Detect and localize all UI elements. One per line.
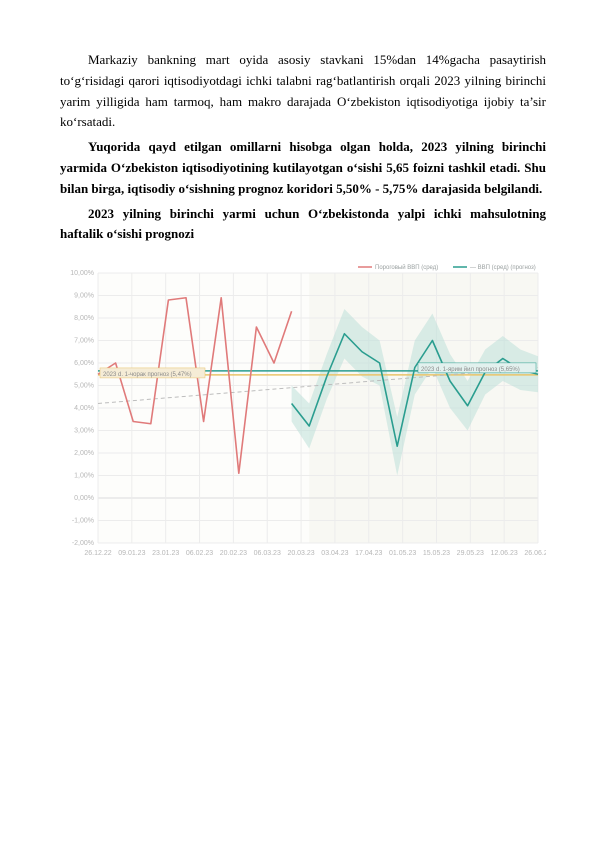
svg-text:10,00%: 10,00%	[70, 270, 94, 277]
svg-text:15.05.23: 15.05.23	[423, 550, 450, 557]
svg-text:06.03.23: 06.03.23	[254, 550, 281, 557]
svg-text:8,00%: 8,00%	[74, 315, 94, 322]
svg-text:— ВВП (сред) (прогноз): — ВВП (сред) (прогноз)	[470, 265, 536, 271]
svg-text:20.02.23: 20.02.23	[220, 550, 247, 557]
svg-text:06.02.23: 06.02.23	[186, 550, 213, 557]
svg-text:23.01.23: 23.01.23	[152, 550, 179, 557]
paragraph-2: Yuqorida qayd etilgan omillarni hisobga …	[60, 137, 546, 199]
svg-text:29.05.23: 29.05.23	[457, 550, 484, 557]
svg-text:Пороговый ВВП (сред): Пороговый ВВП (сред)	[375, 264, 438, 271]
svg-text:01.05.23: 01.05.23	[389, 550, 416, 557]
svg-text:2,00%: 2,00%	[74, 450, 94, 457]
svg-text:2023 d. 1-ярим йил прогноз (5,: 2023 d. 1-ярим йил прогноз (5,65%)	[421, 366, 520, 373]
svg-text:26.12.22: 26.12.22	[84, 550, 111, 557]
svg-text:-1,00%: -1,00%	[72, 518, 94, 525]
svg-text:26.06.23: 26.06.23	[524, 550, 546, 557]
paragraph-1: Markaziy bankning mart oyida asosiy stav…	[60, 50, 546, 133]
svg-text:12.06.23: 12.06.23	[491, 550, 518, 557]
svg-text:09.01.23: 09.01.23	[118, 550, 145, 557]
svg-text:03.04.23: 03.04.23	[321, 550, 348, 557]
svg-text:4,00%: 4,00%	[74, 405, 94, 412]
svg-text:6,00%: 6,00%	[74, 360, 94, 367]
svg-text:17.04.23: 17.04.23	[355, 550, 382, 557]
svg-text:2023 d. 1-чорак прогноз (5,47%: 2023 d. 1-чорак прогноз (5,47%)	[103, 372, 192, 378]
svg-text:7,00%: 7,00%	[74, 338, 94, 345]
paragraph-3-chart-title: 2023 yilning birinchi yarmi uchun O‘zbek…	[60, 204, 546, 246]
svg-text:5,00%: 5,00%	[74, 383, 94, 390]
svg-text:3,00%: 3,00%	[74, 428, 94, 435]
svg-text:20.03.23: 20.03.23	[287, 550, 314, 557]
svg-text:0,00%: 0,00%	[74, 495, 94, 502]
svg-text:-2,00%: -2,00%	[72, 540, 94, 547]
svg-text:9,00%: 9,00%	[74, 293, 94, 300]
gdp-forecast-chart: -2,00% -1,00% 0,00% 1,00% 2,00% 3,00% 4,00% 5,0…	[60, 253, 546, 573]
svg-text:1,00%: 1,00%	[74, 473, 94, 480]
